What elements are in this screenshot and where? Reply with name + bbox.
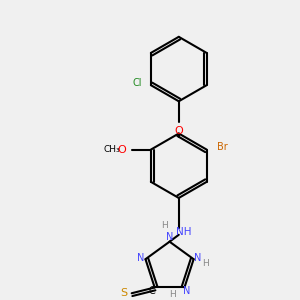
Text: O: O (174, 126, 183, 136)
Text: Br: Br (218, 142, 228, 152)
Text: N: N (137, 253, 145, 263)
Text: O: O (118, 145, 127, 154)
Text: S: S (120, 288, 127, 298)
Text: N: N (194, 253, 202, 263)
Text: H: H (162, 221, 168, 230)
Text: H: H (169, 290, 176, 299)
Text: CH₃: CH₃ (103, 145, 120, 154)
Text: N: N (184, 286, 191, 296)
Text: H: H (202, 259, 208, 268)
Text: Cl: Cl (132, 78, 142, 88)
Text: NH: NH (176, 227, 191, 238)
Text: C: C (148, 286, 155, 296)
Text: N: N (166, 232, 173, 242)
